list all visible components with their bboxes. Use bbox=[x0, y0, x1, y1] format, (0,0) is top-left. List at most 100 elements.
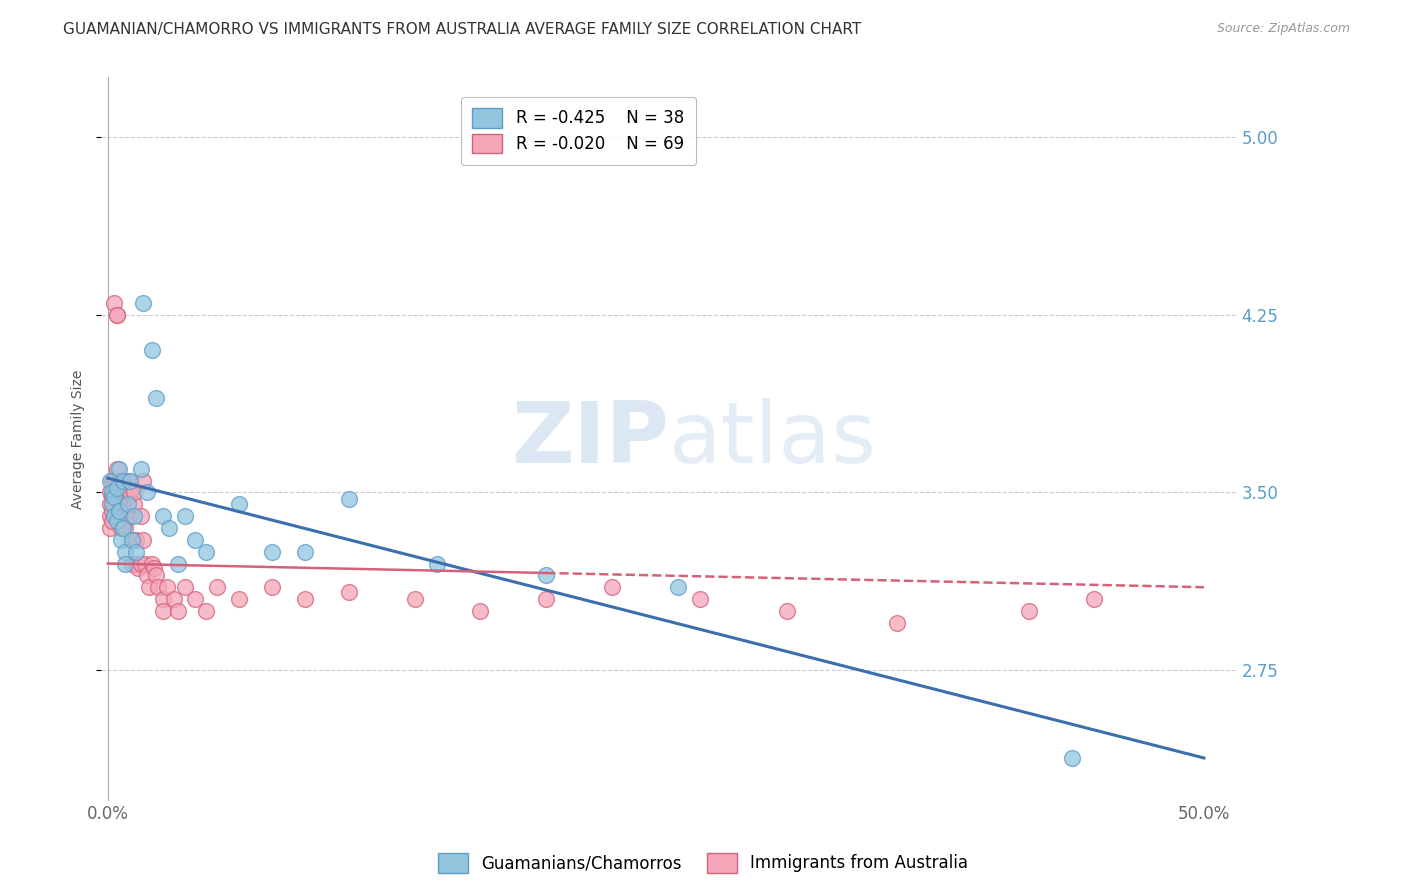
Point bbox=[103, 295, 125, 310]
Point bbox=[114, 521, 136, 535]
Point bbox=[125, 533, 148, 547]
Point bbox=[162, 592, 184, 607]
Point bbox=[132, 295, 155, 310]
Point bbox=[228, 592, 250, 607]
Point bbox=[114, 544, 136, 558]
Point bbox=[426, 557, 449, 571]
Point bbox=[141, 343, 163, 358]
Point bbox=[470, 604, 492, 618]
Point bbox=[689, 592, 711, 607]
Point bbox=[262, 580, 284, 594]
Point bbox=[112, 474, 135, 488]
Point bbox=[600, 580, 623, 594]
Point bbox=[112, 521, 135, 535]
Point bbox=[145, 568, 167, 582]
Point bbox=[101, 485, 124, 500]
Point bbox=[129, 557, 152, 571]
Point bbox=[101, 514, 124, 528]
Point bbox=[107, 461, 129, 475]
Point bbox=[228, 497, 250, 511]
Point bbox=[103, 490, 125, 504]
Text: atlas: atlas bbox=[669, 398, 877, 481]
Y-axis label: Average Family Size: Average Family Size bbox=[72, 369, 86, 508]
Point bbox=[98, 485, 121, 500]
Point bbox=[107, 504, 129, 518]
Point bbox=[101, 490, 124, 504]
Point bbox=[129, 509, 152, 524]
Point bbox=[107, 485, 129, 500]
Point bbox=[167, 604, 190, 618]
Point bbox=[136, 568, 159, 582]
Point bbox=[118, 485, 141, 500]
Point bbox=[156, 580, 179, 594]
Point bbox=[157, 521, 180, 535]
Point bbox=[337, 492, 360, 507]
Point bbox=[117, 490, 139, 504]
Point bbox=[105, 481, 128, 495]
Legend: R = -0.425    N = 38, R = -0.020    N = 69: R = -0.425 N = 38, R = -0.020 N = 69 bbox=[461, 96, 696, 165]
Point bbox=[195, 544, 218, 558]
Point bbox=[112, 497, 135, 511]
Point bbox=[121, 533, 143, 547]
Point bbox=[103, 509, 125, 524]
Point bbox=[127, 561, 149, 575]
Point bbox=[105, 308, 128, 322]
Point bbox=[101, 504, 124, 518]
Point bbox=[105, 308, 128, 322]
Point bbox=[134, 557, 156, 571]
Point bbox=[132, 533, 155, 547]
Point bbox=[105, 461, 128, 475]
Point bbox=[112, 509, 135, 524]
Point bbox=[112, 485, 135, 500]
Point bbox=[117, 497, 139, 511]
Point bbox=[98, 474, 121, 488]
Point bbox=[776, 604, 799, 618]
Point bbox=[98, 521, 121, 535]
Point bbox=[129, 461, 152, 475]
Point bbox=[98, 497, 121, 511]
Point bbox=[142, 561, 165, 575]
Point bbox=[107, 474, 129, 488]
Point bbox=[294, 544, 316, 558]
Point bbox=[107, 504, 129, 518]
Point bbox=[262, 544, 284, 558]
Legend: Guamanians/Chamorros, Immigrants from Australia: Guamanians/Chamorros, Immigrants from Au… bbox=[432, 847, 974, 880]
Point bbox=[152, 509, 174, 524]
Point bbox=[1062, 751, 1084, 765]
Point bbox=[148, 580, 170, 594]
Point bbox=[184, 533, 207, 547]
Point bbox=[101, 474, 124, 488]
Point bbox=[337, 585, 360, 599]
Point bbox=[138, 580, 160, 594]
Point bbox=[121, 533, 143, 547]
Point bbox=[125, 557, 148, 571]
Point bbox=[404, 592, 426, 607]
Point bbox=[152, 592, 174, 607]
Point bbox=[536, 568, 558, 582]
Point bbox=[117, 474, 139, 488]
Point bbox=[173, 580, 195, 594]
Point bbox=[152, 604, 174, 618]
Point bbox=[118, 474, 141, 488]
Point bbox=[145, 391, 167, 405]
Point bbox=[132, 474, 155, 488]
Point bbox=[536, 592, 558, 607]
Text: Source: ZipAtlas.com: Source: ZipAtlas.com bbox=[1216, 22, 1350, 36]
Point bbox=[110, 509, 132, 524]
Point bbox=[110, 521, 132, 535]
Point bbox=[195, 604, 218, 618]
Point bbox=[184, 592, 207, 607]
Point bbox=[1018, 604, 1040, 618]
Point bbox=[122, 497, 145, 511]
Text: ZIP: ZIP bbox=[512, 398, 669, 481]
Point bbox=[110, 533, 132, 547]
Point bbox=[136, 485, 159, 500]
Text: GUAMANIAN/CHAMORRO VS IMMIGRANTS FROM AUSTRALIA AVERAGE FAMILY SIZE CORRELATION : GUAMANIAN/CHAMORRO VS IMMIGRANTS FROM AU… bbox=[63, 22, 862, 37]
Point bbox=[122, 509, 145, 524]
Point bbox=[294, 592, 316, 607]
Point bbox=[1083, 592, 1105, 607]
Point bbox=[886, 615, 908, 630]
Point bbox=[118, 509, 141, 524]
Point bbox=[101, 497, 124, 511]
Point bbox=[173, 509, 195, 524]
